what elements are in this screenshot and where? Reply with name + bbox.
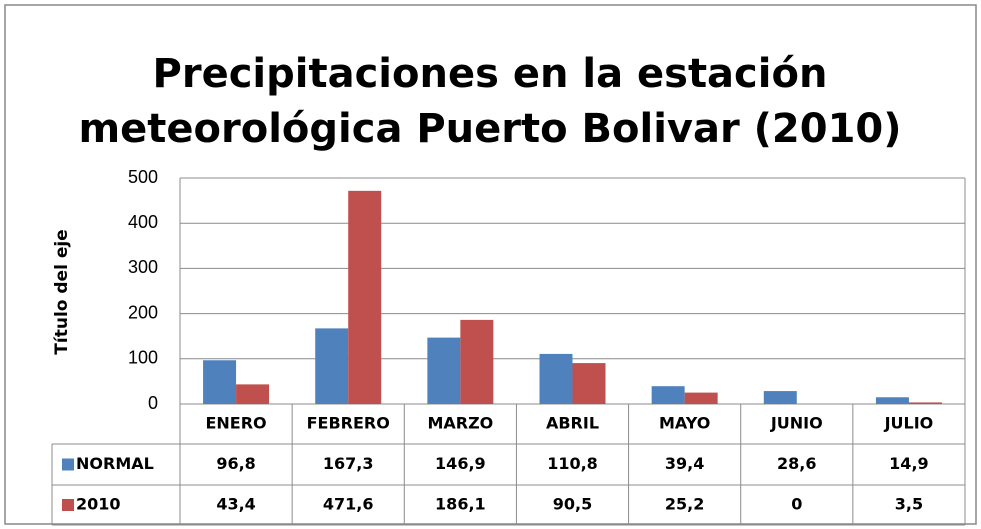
legend-label: NORMAL bbox=[76, 454, 154, 473]
x-tick-label: JULIO bbox=[884, 414, 934, 433]
x-tick-label: MAYO bbox=[659, 414, 710, 433]
table-value: 14,9 bbox=[889, 454, 928, 473]
x-tick-label: ENERO bbox=[205, 414, 266, 433]
table-value: 25,2 bbox=[665, 495, 704, 514]
chart-border bbox=[4, 4, 977, 525]
legend-swatch bbox=[62, 499, 74, 511]
bar bbox=[763, 391, 797, 404]
legend-swatch bbox=[62, 458, 74, 471]
y-axis-label: Título del eje bbox=[52, 229, 72, 354]
x-tick-label: ABRIL bbox=[546, 414, 599, 433]
x-tick-label: FEBRERO bbox=[307, 414, 390, 433]
table-value: 3,5 bbox=[895, 495, 923, 514]
bar bbox=[348, 190, 382, 404]
bar bbox=[427, 337, 461, 404]
table-value: 39,4 bbox=[665, 454, 704, 473]
table-value: 90,5 bbox=[553, 495, 592, 514]
bar bbox=[908, 402, 942, 404]
bar bbox=[236, 384, 270, 404]
table-value: 186,1 bbox=[435, 495, 486, 514]
bar bbox=[460, 319, 494, 404]
table-value: 167,3 bbox=[323, 454, 374, 473]
bar bbox=[651, 386, 685, 404]
table-value: 0 bbox=[791, 495, 802, 514]
table-value: 471,6 bbox=[323, 495, 374, 514]
bar bbox=[572, 363, 606, 404]
table-value: 110,8 bbox=[547, 454, 598, 473]
chart-title: Precipitaciones en la estación bbox=[153, 51, 828, 97]
y-tick-label: 200 bbox=[128, 302, 158, 322]
bar bbox=[875, 397, 909, 404]
legend-label: 2010 bbox=[76, 495, 121, 514]
bar bbox=[203, 360, 237, 404]
bar bbox=[315, 328, 349, 404]
table-value: 146,9 bbox=[435, 454, 486, 473]
y-tick-label: 0 bbox=[148, 393, 158, 413]
y-tick-label: 300 bbox=[128, 257, 158, 277]
y-tick-label: 400 bbox=[128, 212, 158, 232]
table-value: 96,8 bbox=[216, 454, 255, 473]
bar bbox=[539, 353, 573, 404]
y-tick-label: 100 bbox=[128, 348, 158, 368]
x-tick-label: JUNIO bbox=[770, 414, 823, 433]
chart-title: meteorológica Puerto Bolivar (2010) bbox=[78, 106, 901, 152]
table-value: 43,4 bbox=[216, 495, 255, 514]
table-value: 28,6 bbox=[777, 454, 816, 473]
y-tick-label: 500 bbox=[128, 167, 158, 187]
bar bbox=[684, 392, 718, 404]
x-tick-label: MARZO bbox=[427, 414, 493, 433]
